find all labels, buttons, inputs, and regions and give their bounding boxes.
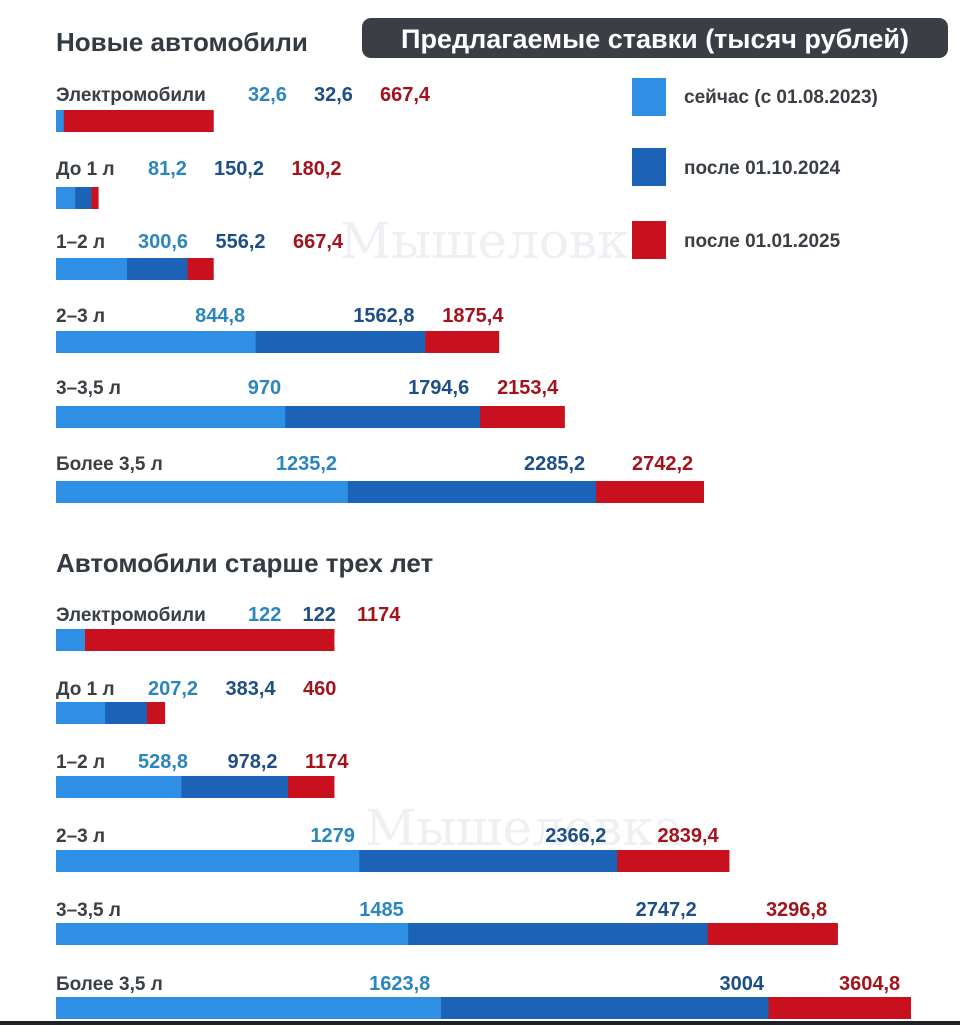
value-label-now-p0-0: 32,6 <box>248 84 287 106</box>
header-title: Предлагаемые ставки (тысяч рублей) <box>401 24 909 54</box>
value-label-now-p0-3: 844,8 <box>195 305 245 327</box>
bar-now-p1-0 <box>56 629 85 651</box>
value-label-now-p1-2: 528,8 <box>138 751 188 773</box>
value-label-jan2025-p0-3: 1875,4 <box>442 305 504 327</box>
panel-new-bars: Электромобили 32,6 32,6 667,4 До 1 л 81,2 150,… <box>56 84 704 503</box>
category-label-p1-3: 2–3 л <box>56 826 105 847</box>
category-label-p0-5: Более 3,5 л <box>56 454 163 475</box>
value-label-now-p1-3: 1279 <box>310 825 355 847</box>
value-label-oct2024-p1-1: 383,4 <box>226 678 277 700</box>
category-label-p1-1: До 1 л <box>56 679 115 700</box>
category-label-p0-1: До 1 л <box>56 159 115 180</box>
bar-jan2025-p0-0 <box>56 110 214 132</box>
value-label-jan2025-p0-5: 2742,2 <box>632 453 693 475</box>
legend-label-jan2025: после 01.01.2025 <box>684 231 841 252</box>
bottom-rule <box>0 1021 960 1025</box>
value-label-jan2025-p1-0: 1174 <box>357 604 401 626</box>
panel-new-cars: Новые автомобили Электромобили 32,6 32,6 66… <box>56 27 704 503</box>
legend-swatch-oct2024 <box>632 148 666 186</box>
panel-old-bars: Электромобили 122 122 1174 До 1 л 207,2 383,4 4… <box>56 604 911 1019</box>
bar-jan2025-p1-0 <box>56 629 335 651</box>
value-label-now-p0-4: 970 <box>248 377 281 399</box>
section-title-new: Новые автомобили <box>56 27 308 57</box>
watermark-bottom: Мышеловка <box>365 799 683 857</box>
legend: сейчас (с 01.08.2023) после 01.10.2024 п… <box>632 78 878 259</box>
category-label-p0-4: 3–3,5 л <box>56 378 121 399</box>
category-label-p0-3: 2–3 л <box>56 306 105 327</box>
category-label-p1-0: Электромобили <box>56 605 206 626</box>
value-label-jan2025-p1-3: 2839,4 <box>657 825 719 847</box>
category-label-p1-5: Более 3,5 л <box>56 974 163 995</box>
bar-now-p0-4 <box>56 406 286 428</box>
header-badge <box>362 18 948 58</box>
bar-now-p0-3 <box>56 331 256 353</box>
value-label-jan2025-p0-4: 2153,4 <box>497 377 559 399</box>
value-label-oct2024-p0-0: 32,6 <box>314 84 353 106</box>
value-label-oct2024-p1-2: 978,2 <box>228 751 278 773</box>
value-label-oct2024-p1-4: 2747,2 <box>636 899 697 921</box>
bar-now-p1-1 <box>56 702 106 724</box>
category-label-p0-0: Электромобили <box>56 85 206 106</box>
value-label-oct2024-p0-2: 556,2 <box>216 231 266 253</box>
bar-now-p0-5 <box>56 481 348 503</box>
value-label-jan2025-p0-2: 667,4 <box>293 231 344 253</box>
value-label-now-p0-5: 1235,2 <box>276 453 337 475</box>
value-label-now-p1-0: 122 <box>248 604 281 626</box>
legend-label-now: сейчас (с 01.08.2023) <box>684 87 878 108</box>
bar-now-p0-1 <box>56 187 76 209</box>
value-label-jan2025-p1-1: 460 <box>303 678 336 700</box>
value-label-oct2024-p1-5: 3004 <box>720 973 765 995</box>
panel-old-cars: Автомобили старше трех лет Электромобили… <box>56 548 911 1019</box>
value-label-jan2025-p1-5: 3604,8 <box>839 973 900 995</box>
value-label-jan2025-p1-4: 3296,8 <box>766 899 827 921</box>
bar-now-p0-0 <box>56 110 64 132</box>
value-label-oct2024-p0-1: 150,2 <box>214 158 264 180</box>
legend-swatch-now <box>632 78 666 116</box>
category-label-p0-2: 1–2 л <box>56 232 105 253</box>
value-label-oct2024-p0-4: 1794,6 <box>408 377 469 399</box>
category-label-p1-4: 3–3,5 л <box>56 900 121 921</box>
value-label-oct2024-p1-0: 122 <box>303 604 336 626</box>
value-label-jan2025-p1-2: 1174 <box>305 751 349 773</box>
watermark-top: Мышеловка <box>340 212 658 270</box>
category-label-p1-2: 1–2 л <box>56 752 105 773</box>
value-label-oct2024-p0-3: 1562,8 <box>353 305 414 327</box>
value-label-now-p1-4: 1485 <box>359 899 404 921</box>
value-label-now-p1-5: 1623,8 <box>369 973 430 995</box>
bar-now-p1-5 <box>56 997 442 1019</box>
bar-now-p0-2 <box>56 258 128 280</box>
value-label-now-p0-2: 300,6 <box>138 231 188 253</box>
bar-now-p1-3 <box>56 850 360 872</box>
bar-now-p1-2 <box>56 776 182 798</box>
bar-now-p1-4 <box>56 923 409 945</box>
value-label-now-p0-1: 81,2 <box>148 158 187 180</box>
value-label-now-p1-1: 207,2 <box>148 678 198 700</box>
section-title-old: Автомобили старше трех лет <box>56 548 433 578</box>
value-label-jan2025-p0-1: 180,2 <box>292 158 342 180</box>
value-label-oct2024-p1-3: 2366,2 <box>545 825 606 847</box>
value-label-jan2025-p0-0: 667,4 <box>380 84 431 106</box>
value-label-oct2024-p0-5: 2285,2 <box>524 453 585 475</box>
legend-label-oct2024: после 01.10.2024 <box>684 158 841 179</box>
legend-swatch-jan2025 <box>632 221 666 259</box>
